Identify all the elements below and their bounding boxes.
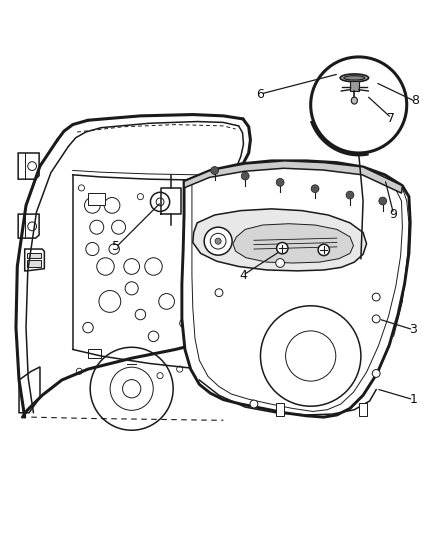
Bar (188, 344, 201, 354)
Bar (27, 253, 41, 258)
Polygon shape (193, 209, 367, 271)
Circle shape (250, 400, 258, 408)
Ellipse shape (351, 97, 357, 104)
Circle shape (261, 306, 361, 406)
Circle shape (346, 191, 354, 199)
Circle shape (97, 258, 114, 275)
Circle shape (28, 161, 36, 171)
Text: 9: 9 (390, 208, 398, 221)
Circle shape (286, 331, 336, 381)
Circle shape (372, 369, 380, 377)
Circle shape (150, 192, 170, 212)
Circle shape (182, 282, 194, 294)
Circle shape (220, 224, 226, 230)
Circle shape (372, 315, 380, 323)
Circle shape (85, 198, 100, 213)
Circle shape (204, 227, 232, 255)
Circle shape (148, 331, 159, 342)
Circle shape (318, 244, 329, 256)
Polygon shape (182, 161, 410, 417)
Circle shape (156, 198, 164, 206)
Circle shape (157, 373, 163, 379)
Circle shape (125, 282, 138, 295)
Circle shape (180, 319, 188, 328)
Circle shape (276, 179, 284, 186)
Circle shape (104, 198, 120, 213)
Text: 8: 8 (411, 94, 420, 107)
Ellipse shape (340, 74, 368, 82)
Polygon shape (25, 249, 44, 271)
Circle shape (123, 379, 141, 398)
Circle shape (241, 172, 249, 180)
Circle shape (202, 298, 208, 304)
Polygon shape (18, 214, 39, 238)
Circle shape (215, 289, 223, 297)
Circle shape (78, 185, 85, 191)
Circle shape (177, 366, 183, 372)
Polygon shape (192, 165, 403, 411)
Circle shape (277, 243, 288, 254)
Circle shape (216, 207, 222, 213)
Bar (88, 349, 101, 358)
Text: 6: 6 (257, 87, 265, 101)
Circle shape (99, 290, 121, 312)
Circle shape (159, 294, 174, 309)
Circle shape (28, 222, 36, 231)
Circle shape (198, 362, 204, 368)
Text: 1: 1 (410, 393, 417, 406)
Text: 3: 3 (410, 324, 417, 336)
Polygon shape (18, 153, 39, 179)
Circle shape (218, 241, 224, 248)
Text: 7: 7 (388, 111, 396, 125)
Bar (359, 403, 367, 416)
Circle shape (135, 309, 146, 320)
Polygon shape (233, 224, 353, 263)
Circle shape (90, 348, 173, 430)
Circle shape (76, 368, 82, 374)
Circle shape (311, 185, 319, 192)
Circle shape (124, 259, 140, 274)
Circle shape (211, 166, 219, 174)
Circle shape (276, 259, 285, 268)
Circle shape (311, 57, 407, 153)
Circle shape (212, 281, 218, 287)
Bar (276, 403, 285, 416)
Text: 5: 5 (113, 240, 120, 253)
Polygon shape (350, 81, 359, 91)
Circle shape (216, 263, 222, 270)
Circle shape (210, 233, 226, 249)
Circle shape (110, 367, 153, 410)
Bar (88, 193, 106, 205)
Bar (27, 261, 41, 268)
Circle shape (138, 193, 144, 200)
Circle shape (90, 220, 104, 234)
Circle shape (197, 341, 206, 350)
Circle shape (372, 293, 380, 301)
Circle shape (215, 238, 221, 244)
Polygon shape (19, 367, 40, 413)
Ellipse shape (344, 76, 365, 80)
Circle shape (145, 258, 162, 275)
Circle shape (112, 220, 126, 234)
Circle shape (379, 197, 387, 205)
Circle shape (109, 244, 120, 254)
Circle shape (83, 322, 93, 333)
Text: 4: 4 (239, 269, 247, 282)
Circle shape (194, 193, 200, 200)
Circle shape (86, 243, 99, 256)
Polygon shape (184, 161, 403, 193)
